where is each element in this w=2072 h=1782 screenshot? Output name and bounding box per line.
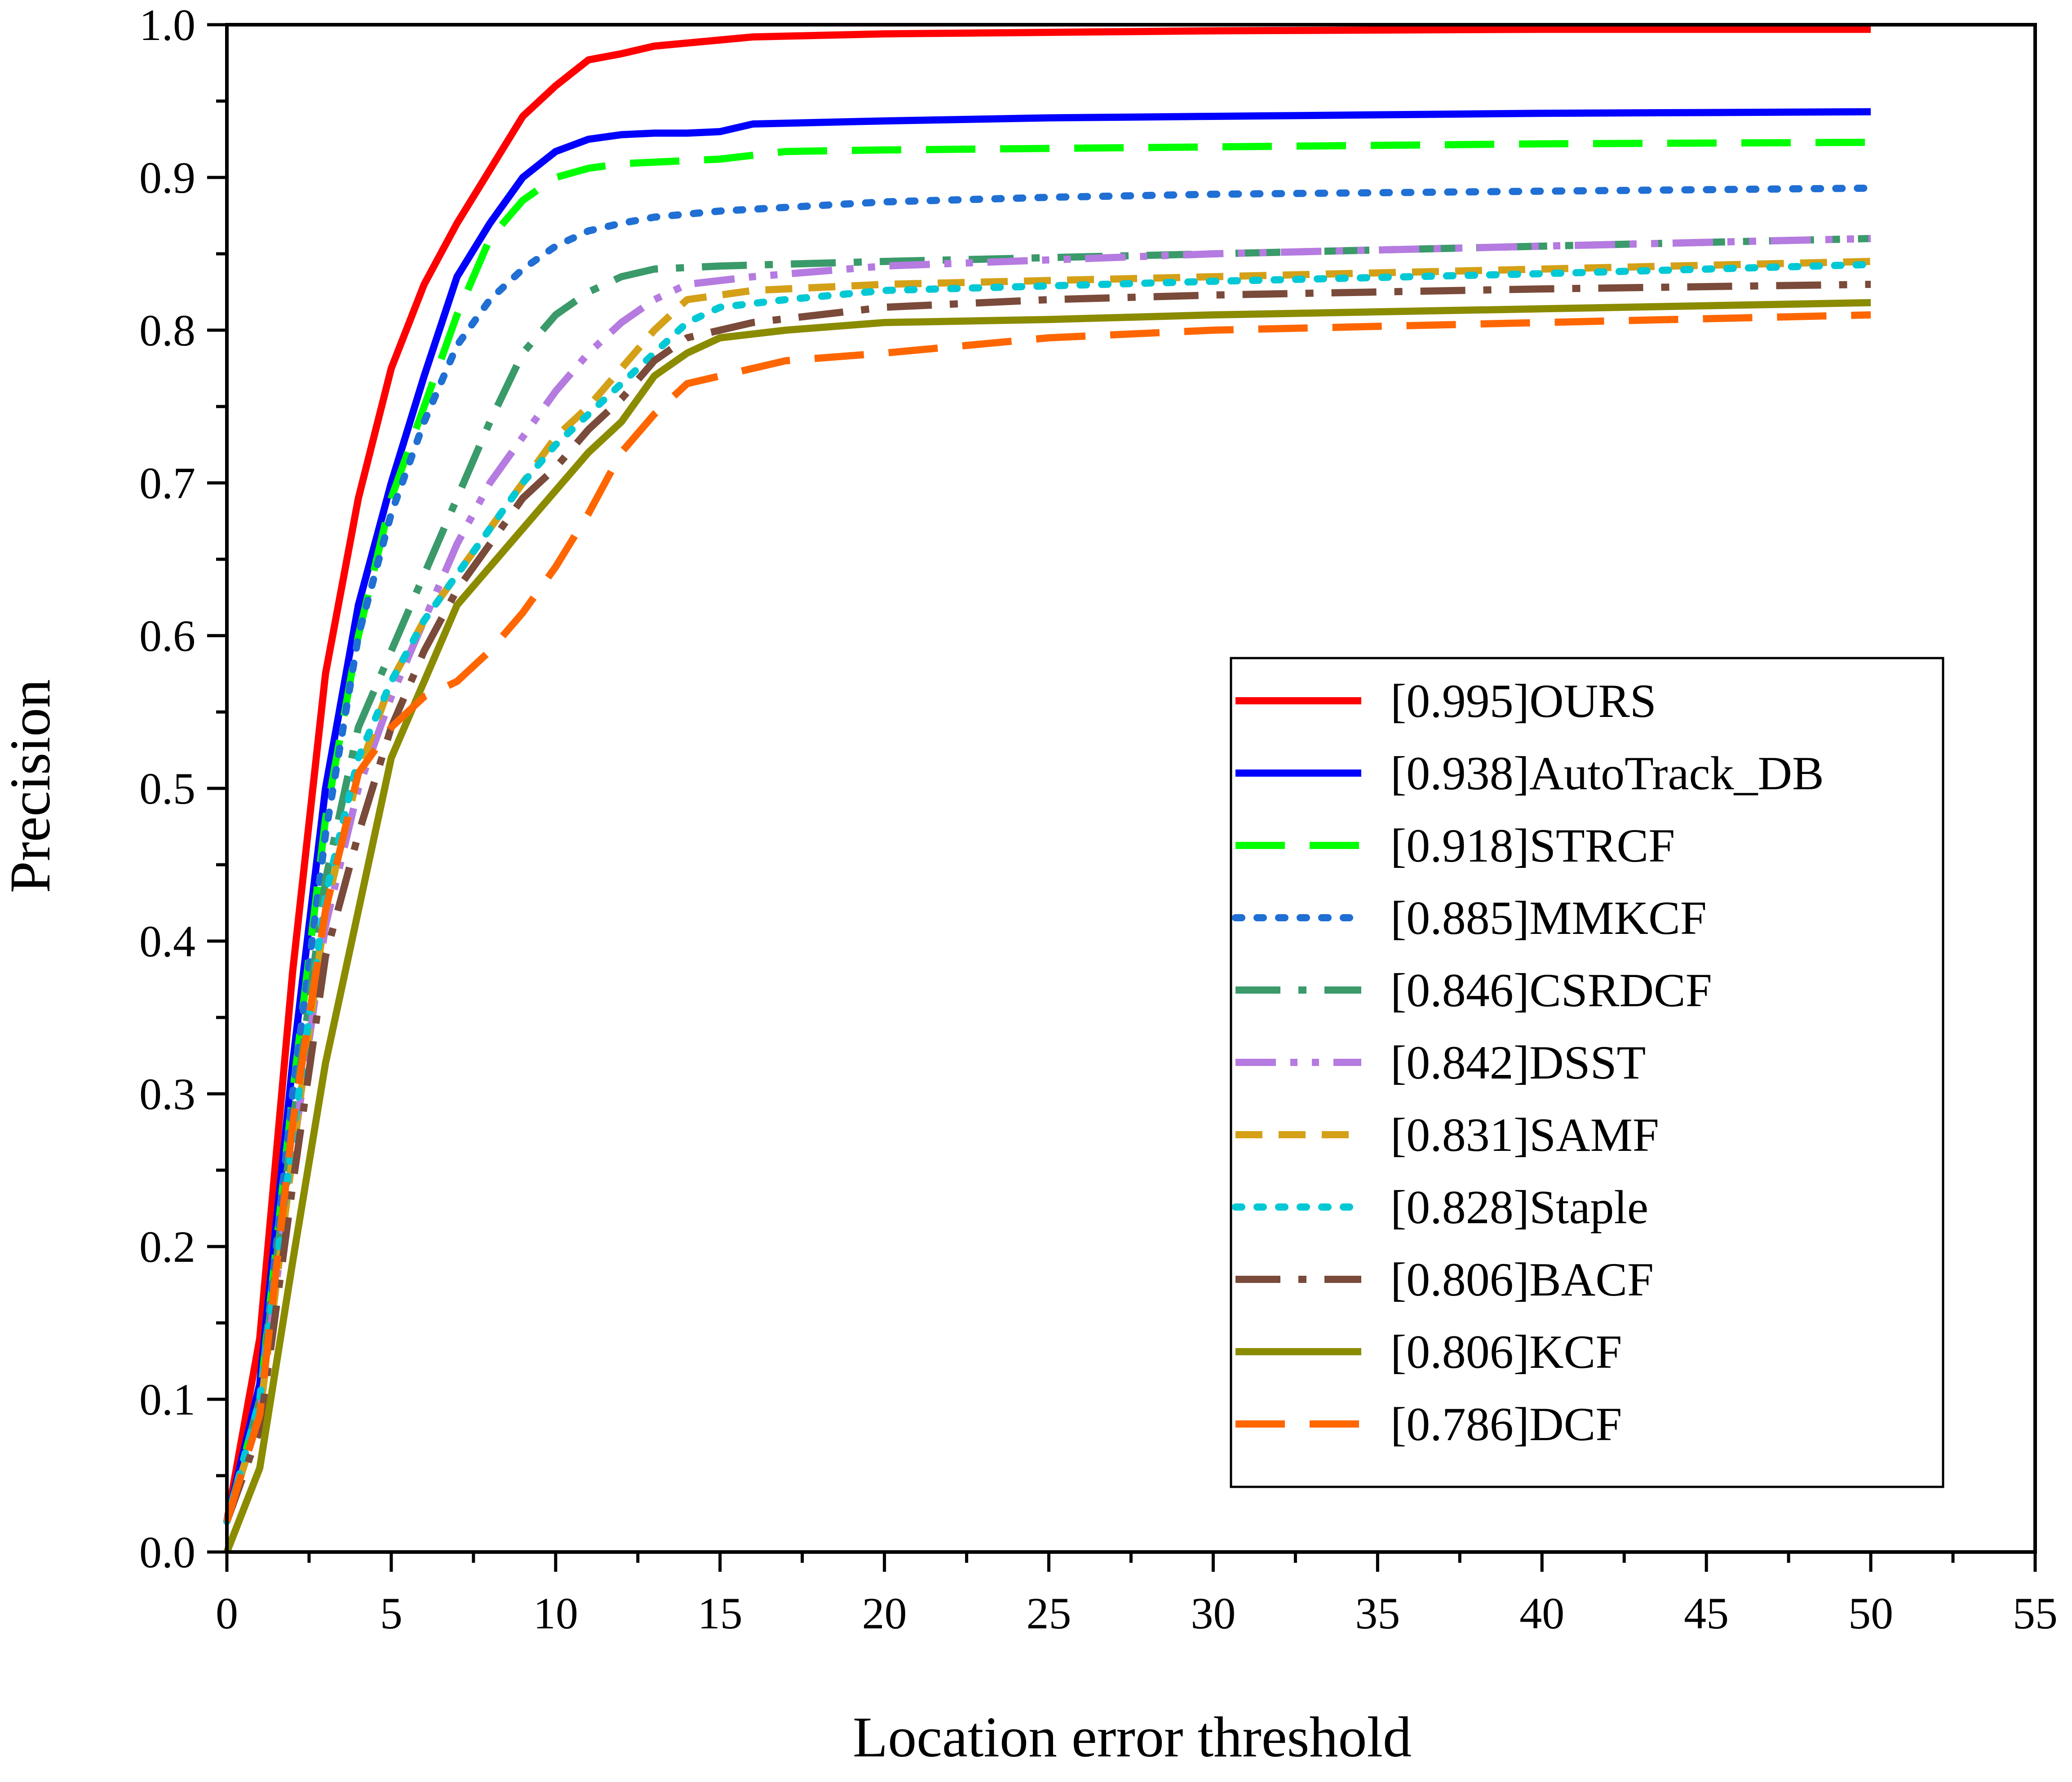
legend-label: [0.806]KCF: [1390, 1326, 1622, 1378]
y-tick-label: 0.8: [139, 305, 195, 355]
series-line-8: [223, 261, 1875, 1525]
x-tick-label: 10: [533, 1588, 578, 1638]
series-line-4: [223, 184, 1875, 1525]
y-tick-label: 0.0: [139, 1527, 195, 1577]
legend-label: [0.995]OURS: [1390, 675, 1656, 727]
legend-label: [0.885]MMKCF: [1390, 892, 1707, 944]
ticks-layer: 0 5 10 15 20 25 30 35 40 45 50 55 0.0 0.1 0.2 0.3 0.4 0.5…: [139, 0, 2058, 1638]
series-line-2: [223, 108, 1871, 1522]
y-tick-label: 0.7: [139, 458, 195, 508]
legend-label: [0.831]SAMF: [1390, 1109, 1659, 1161]
y-tick-label: 0.1: [139, 1375, 195, 1424]
x-tick-label: 55: [2013, 1588, 2058, 1638]
y-tick-label: 0.9: [139, 153, 195, 203]
x-axis-title: Location error threshold: [853, 1705, 1412, 1769]
series-layer: [223, 26, 1875, 1553]
x-tick-label: 45: [1684, 1588, 1729, 1638]
series-line-10: [223, 299, 1871, 1553]
y-tick-label: 0.5: [139, 764, 195, 814]
series-line-1: [223, 26, 1871, 1522]
y-tick-label: 0.4: [139, 916, 195, 966]
legend-label: [0.806]BACF: [1390, 1253, 1654, 1306]
y-tick-label: 0.6: [139, 611, 195, 661]
legend-label: [0.846]CSRDCF: [1390, 964, 1712, 1017]
legend-label: [0.828]Staple: [1390, 1181, 1648, 1234]
series-line-9: [223, 281, 1871, 1523]
x-tick-label: 0: [216, 1588, 238, 1638]
series-line-11: [223, 311, 1871, 1523]
x-tick-label: 15: [698, 1588, 743, 1638]
y-tick-label: 1.0: [139, 0, 195, 50]
legend-label: [0.842]DSST: [1390, 1036, 1646, 1089]
x-tick-label: 35: [1355, 1588, 1400, 1638]
y-tick-label: 0.3: [139, 1069, 195, 1119]
y-tick-label: 0.2: [139, 1222, 195, 1272]
x-tick-label: 30: [1191, 1588, 1235, 1638]
legend-label: [0.938]AutoTrack_DB: [1390, 747, 1824, 800]
x-tick-label: 40: [1519, 1588, 1564, 1638]
legend: [0.995]OURS [0.938]AutoTrack_DB [0.918]STR…: [1230, 657, 1944, 1488]
x-tick-label: 20: [862, 1588, 907, 1638]
y-axis-title: Precision: [0, 679, 62, 893]
legend-label: [0.918]STRCF: [1390, 819, 1675, 872]
x-tick-label: 5: [380, 1588, 403, 1638]
x-tick-label: 25: [1027, 1588, 1071, 1638]
legend-label: [0.786]DCF: [1390, 1398, 1622, 1450]
x-tick-label: 50: [1848, 1588, 1893, 1638]
